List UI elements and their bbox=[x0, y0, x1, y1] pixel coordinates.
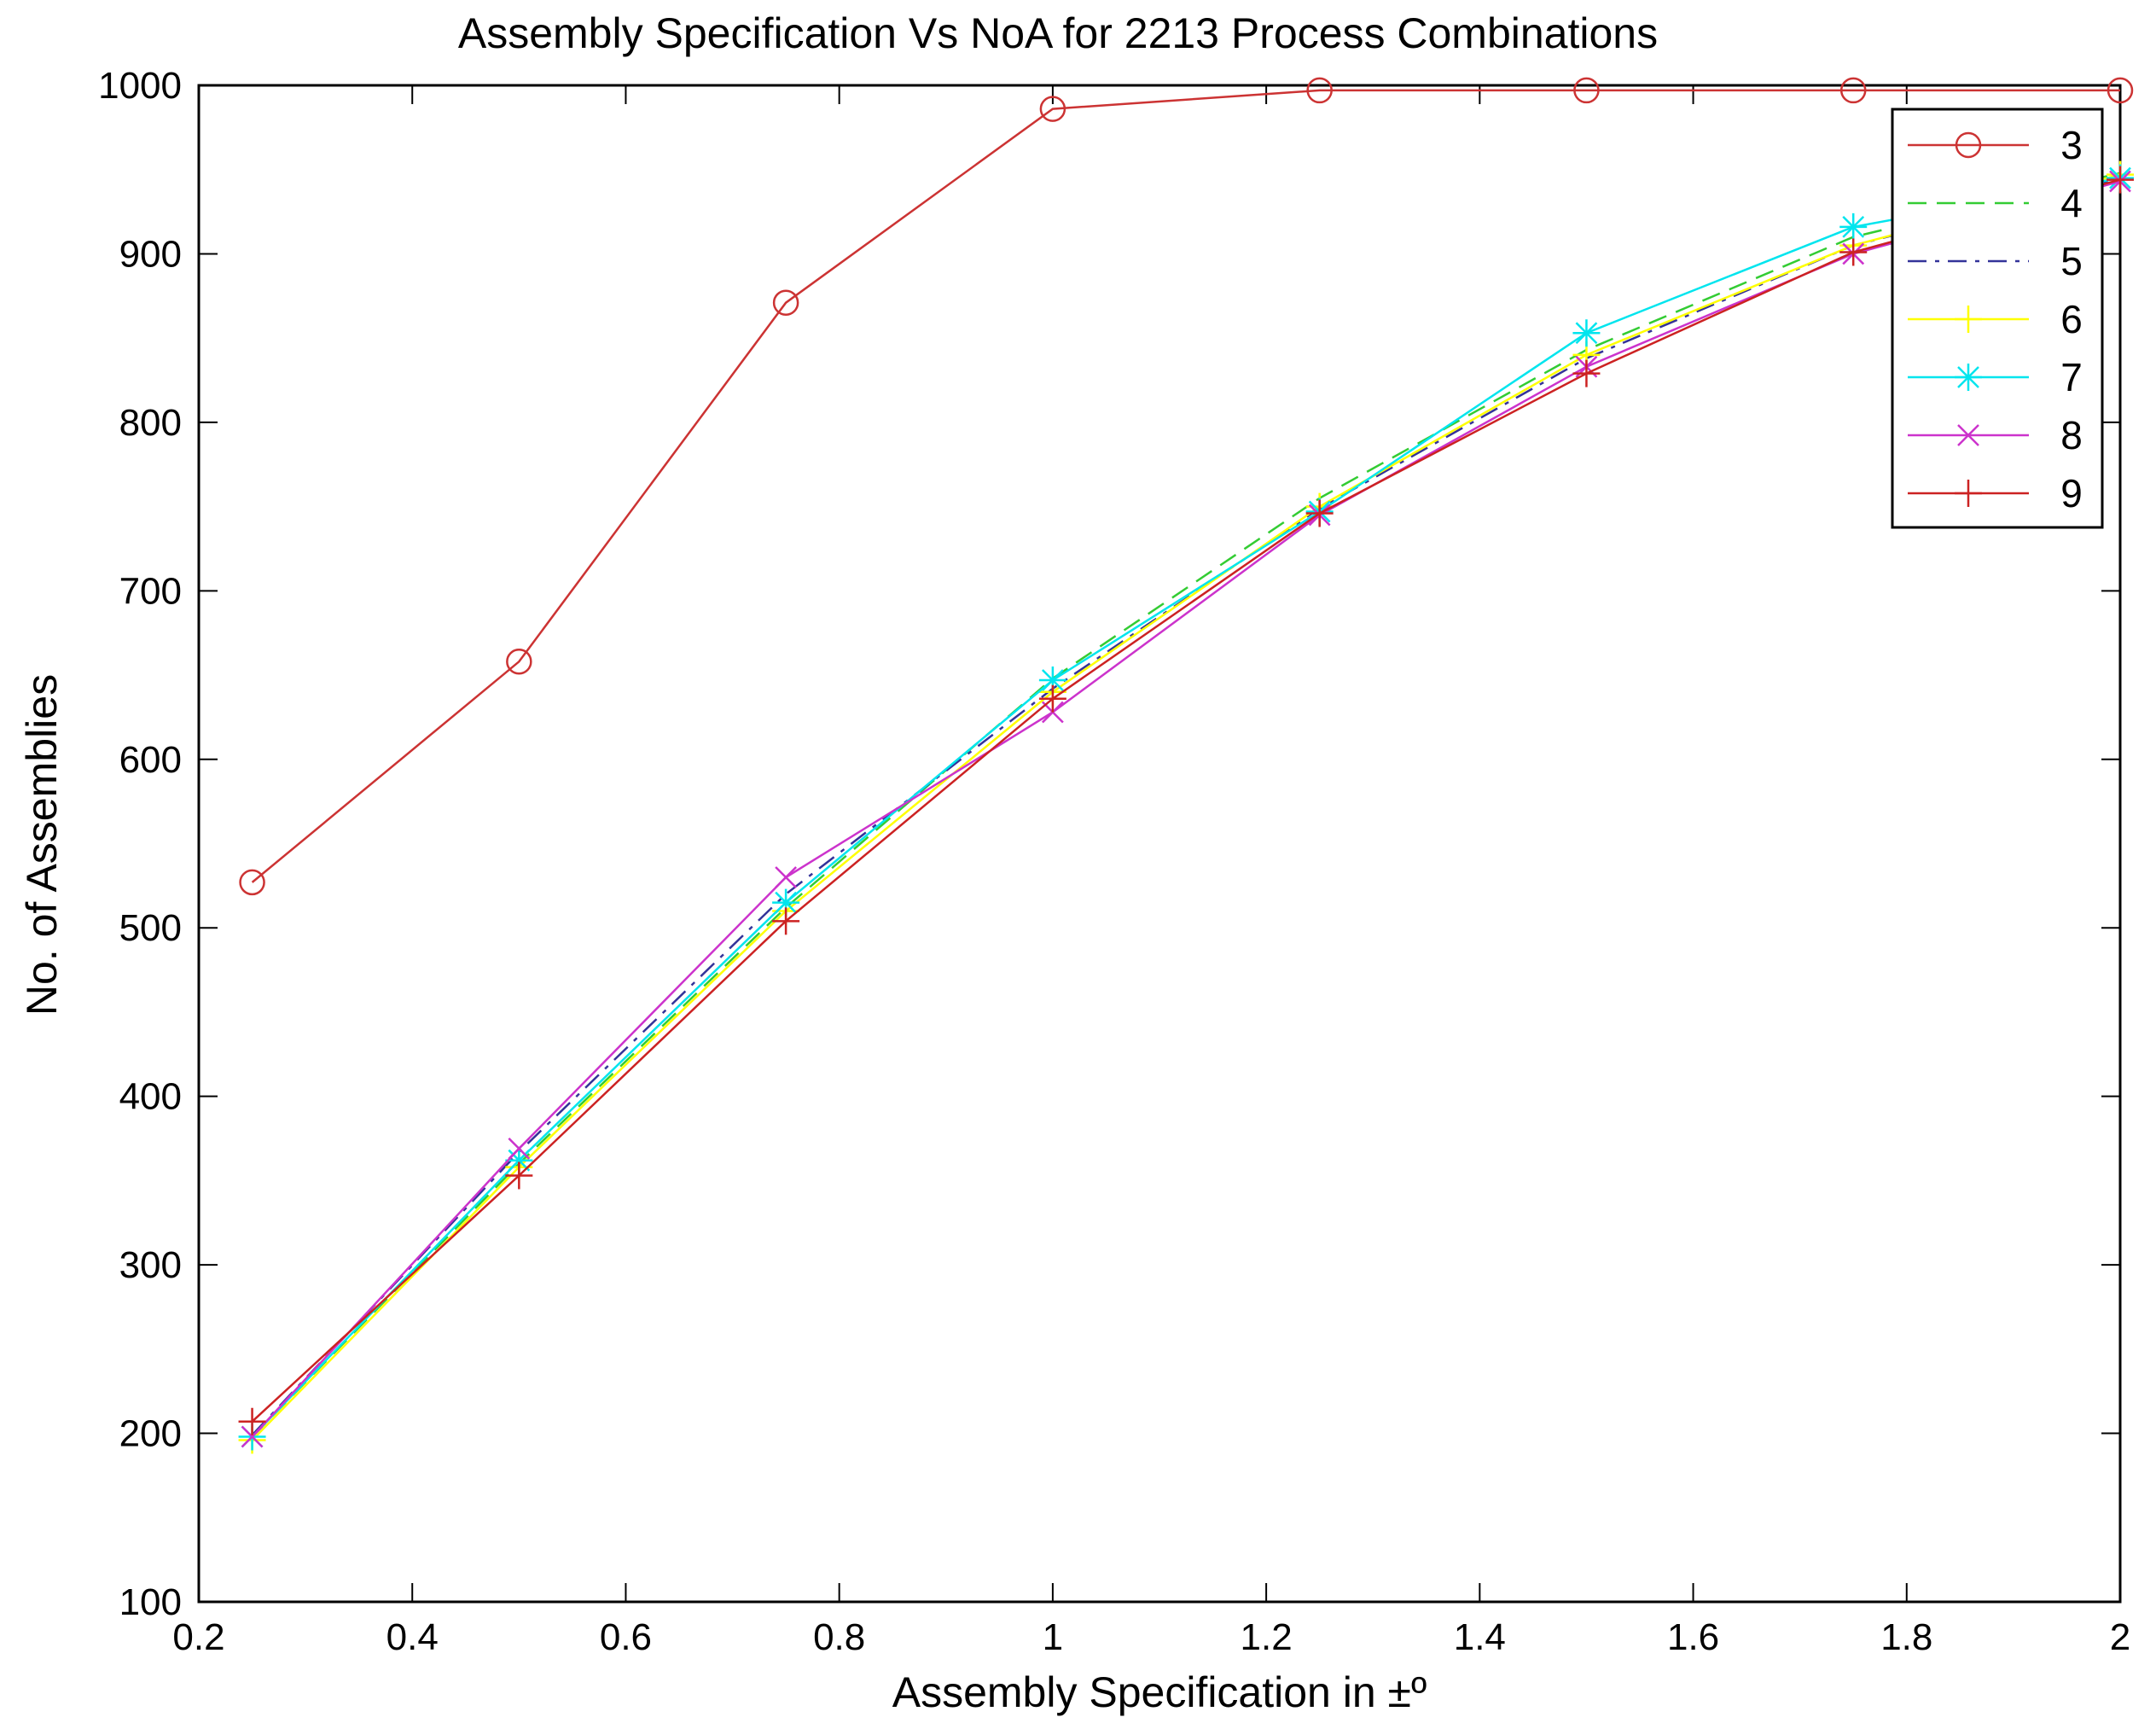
x-tick-label: 1.6 bbox=[1667, 1616, 1719, 1658]
plot-frame bbox=[197, 84, 2122, 1604]
y-tick-label: 400 bbox=[119, 1076, 182, 1118]
data-point-series-8 bbox=[241, 1425, 264, 1448]
x-tick-label: 0.4 bbox=[386, 1616, 439, 1658]
x-tick-label: 1.2 bbox=[1241, 1616, 1293, 1658]
y-tick-label: 500 bbox=[119, 907, 182, 949]
series-line-4 bbox=[251, 172, 2121, 1438]
data-point-series-9 bbox=[1305, 499, 1334, 527]
legend-label-4: 4 bbox=[2060, 181, 2083, 225]
data-point-series-9 bbox=[238, 1407, 266, 1435]
data-point-series-9 bbox=[1572, 359, 1601, 387]
legend-marker-7 bbox=[1955, 364, 1982, 391]
x-axis-label: Assembly Specification in ±º bbox=[892, 1668, 1427, 1716]
legend-marker-6 bbox=[1955, 306, 1982, 333]
legend-items: 3 4 5 6 7 8 9 bbox=[1908, 123, 2083, 515]
data-point-series-7 bbox=[1839, 212, 1868, 241]
x-tick-label: 1 bbox=[1043, 1616, 1063, 1658]
y-tick-label: 100 bbox=[119, 1581, 182, 1623]
data-point-series-8 bbox=[775, 866, 797, 888]
legend-label-6: 6 bbox=[2060, 297, 2083, 341]
x-tick-label: 0.8 bbox=[813, 1616, 865, 1658]
data-point-series-9 bbox=[1839, 238, 1868, 266]
data-point-series-3 bbox=[1039, 96, 1066, 122]
data-point-series-9 bbox=[772, 907, 800, 935]
y-tick-label: 700 bbox=[119, 570, 182, 612]
legend-marker-3 bbox=[1955, 131, 1982, 159]
legend-label-3: 3 bbox=[2060, 123, 2083, 167]
y-tick-label: 1000 bbox=[98, 65, 182, 107]
x-tick-label: 0.6 bbox=[600, 1616, 652, 1658]
data-point-series-3 bbox=[506, 649, 532, 675]
x-tick-label: 2 bbox=[2110, 1616, 2130, 1658]
series-line-9 bbox=[251, 178, 2121, 1423]
data-point-series-3 bbox=[1839, 77, 1867, 104]
data-point-series-9 bbox=[1038, 684, 1066, 713]
data-point-series-7 bbox=[1572, 319, 1601, 347]
legend-marker-9 bbox=[1955, 480, 1982, 507]
axis-ticks: 0.2 0.4 0.6 0.8 1 1.2 1.4 1.6 1.8 2 100 200 300 400 50… bbox=[98, 65, 2130, 1658]
data-point-series-3 bbox=[2107, 77, 2134, 104]
y-tick-label: 600 bbox=[119, 739, 182, 781]
y-tick-label: 200 bbox=[119, 1413, 182, 1455]
y-tick-label: 900 bbox=[119, 233, 182, 275]
legend: 3 4 5 6 7 8 9 bbox=[1891, 108, 2104, 529]
x-tick-label: 1.8 bbox=[1880, 1616, 1932, 1658]
legend-label-7: 7 bbox=[2060, 355, 2083, 399]
data-point-series-7 bbox=[772, 888, 800, 917]
data-point-series-3 bbox=[1573, 77, 1600, 104]
legend-label-8: 8 bbox=[2060, 413, 2083, 457]
x-tick-label: 0.2 bbox=[172, 1616, 224, 1658]
x-tick-label: 1.4 bbox=[1454, 1616, 1506, 1658]
data-point-series-8 bbox=[508, 1137, 531, 1160]
y-tick-label: 800 bbox=[119, 402, 182, 444]
data-point-series-9 bbox=[505, 1161, 533, 1190]
y-tick-label: 300 bbox=[119, 1244, 182, 1286]
y-axis-label: No. of Assemblies bbox=[18, 674, 66, 1016]
legend-marker-8 bbox=[1957, 424, 1979, 446]
chart-title: Assembly Specification Vs NoA for 2213 P… bbox=[458, 9, 1658, 57]
series-line-6 bbox=[251, 173, 2121, 1441]
data-point-series-9 bbox=[2107, 166, 2134, 194]
series-line-7 bbox=[251, 177, 2121, 1438]
data-point-series-7 bbox=[1038, 666, 1066, 694]
data-point-series-3 bbox=[772, 289, 799, 316]
series-layer bbox=[238, 77, 2134, 1454]
data-point-series-3 bbox=[1306, 77, 1333, 104]
data-point-series-3 bbox=[239, 869, 265, 896]
legend-label-5: 5 bbox=[2060, 239, 2083, 283]
series-line-3 bbox=[251, 89, 2120, 883]
legend-label-9: 9 bbox=[2060, 471, 2083, 515]
